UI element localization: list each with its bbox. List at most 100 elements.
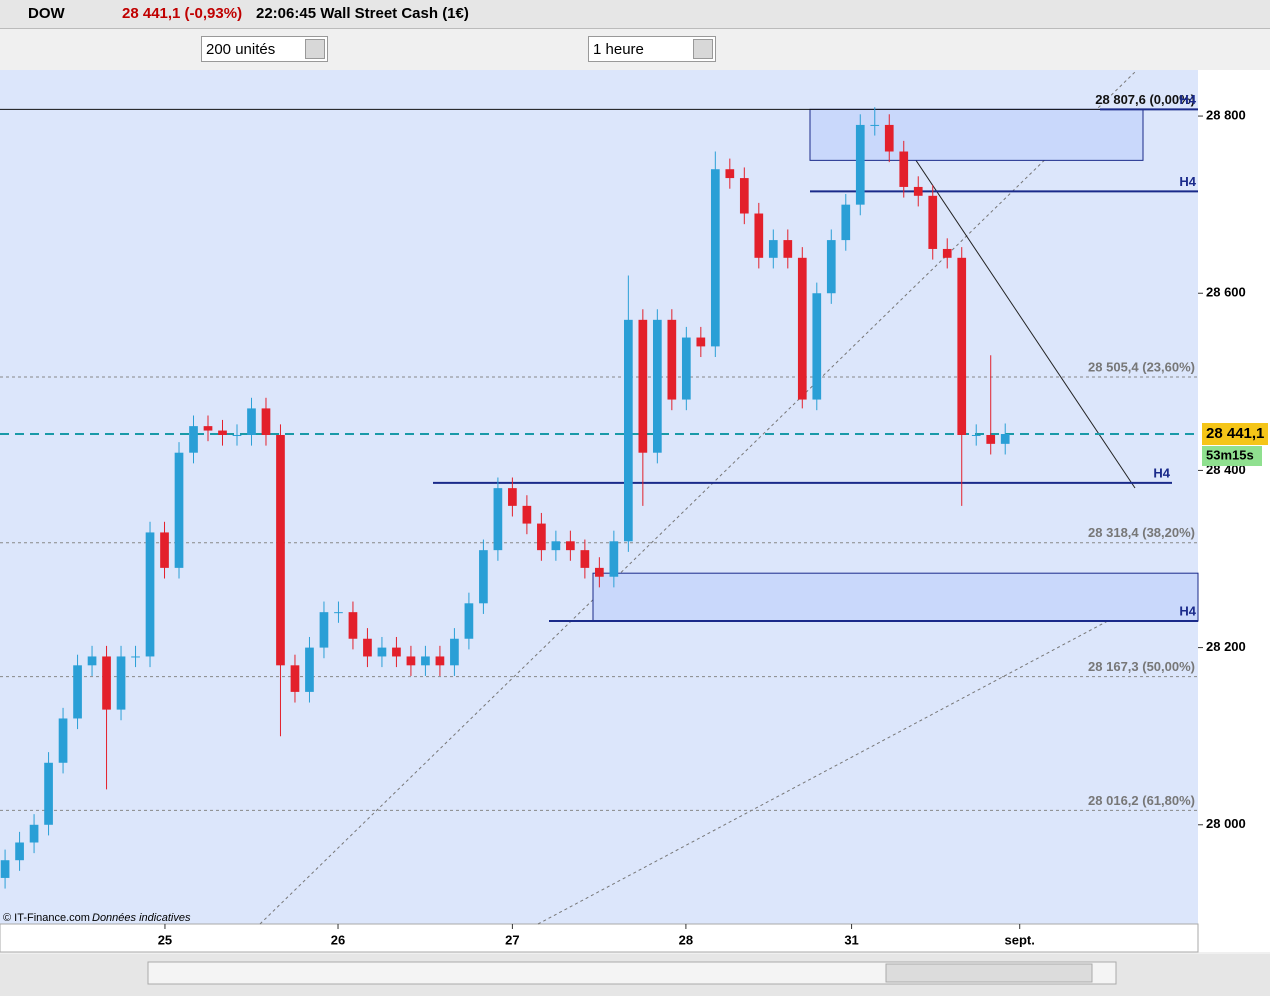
h4-label: H4 <box>1179 174 1196 189</box>
fib-label: 28 505,4 (23,60%) <box>1088 359 1195 374</box>
candle-body <box>942 248 952 258</box>
candle-body <box>160 532 169 568</box>
fib-label: 28 167,3 (50,00%) <box>1088 659 1195 674</box>
candle-body <box>754 213 764 258</box>
candle-body <box>913 186 923 196</box>
candle-body <box>638 319 648 453</box>
candle-body <box>580 550 590 568</box>
candle-body <box>464 603 474 639</box>
quote: 28 441,1 (-0,93%) <box>122 5 243 22</box>
candle-body <box>652 319 662 453</box>
fib-label: 28 807,6 (0,00%) <box>1095 92 1195 107</box>
candle-body <box>609 541 619 577</box>
candle-body <box>247 408 256 435</box>
x-tick-label: 27 <box>505 932 519 947</box>
units: 200 unités <box>206 41 276 58</box>
y-axis-bg <box>1198 70 1270 952</box>
zone <box>592 572 1199 622</box>
candle-body <box>174 452 184 568</box>
candle-body <box>392 647 401 657</box>
candle-body <box>971 434 981 436</box>
candle-body <box>710 169 720 347</box>
candle-body <box>783 240 793 258</box>
h4-label: H4 <box>1179 603 1196 618</box>
candle-body <box>681 337 691 400</box>
y-tick-label: 28 200 <box>1206 639 1246 654</box>
countdown-box <box>1202 446 1262 467</box>
candle-body <box>102 656 111 710</box>
candle-body <box>566 541 575 551</box>
x-tick-label: 28 <box>679 932 693 947</box>
candle-body <box>667 319 677 400</box>
candle-body <box>261 408 271 435</box>
candle-body <box>290 665 300 692</box>
candle-body <box>87 656 97 666</box>
candle-body <box>551 541 561 551</box>
candle-body <box>957 257 967 435</box>
candle-body <box>812 293 822 400</box>
candle-body <box>1000 434 1010 444</box>
candle-body <box>189 426 198 453</box>
candle-body <box>855 124 865 205</box>
candle-body <box>334 612 343 614</box>
candle-body <box>479 550 488 604</box>
candle-body <box>44 762 53 825</box>
candle-body <box>768 240 778 258</box>
candle-body <box>493 488 503 551</box>
candle-body <box>841 204 851 241</box>
candle-body <box>508 488 517 506</box>
candle-body <box>696 337 706 347</box>
candle-body <box>348 612 358 639</box>
last-price: 28 441,1 <box>1206 425 1264 442</box>
trend-line <box>888 119 1136 489</box>
candle-body <box>15 842 24 861</box>
candle-body <box>725 169 735 179</box>
plot-bg <box>0 70 1198 924</box>
candle-body <box>73 665 82 719</box>
candle-body <box>522 505 532 524</box>
candle-body <box>377 647 387 657</box>
x-tick-label: 25 <box>158 932 172 947</box>
candle-body <box>116 656 126 710</box>
copyright: © IT-Finance.com <box>3 912 90 924</box>
candle-body <box>884 124 894 152</box>
title-bar: DOW 28 441,1 (-0,93%) 22:06:45 Wall Stre… <box>0 0 1270 29</box>
fib-label: 28 318,4 (38,20%) <box>1088 525 1195 540</box>
y-tick-label: 28 000 <box>1206 816 1246 831</box>
candle-body <box>145 532 155 657</box>
candle-body <box>624 319 633 542</box>
candle-body <box>450 638 459 666</box>
units-select[interactable]: 200 unités <box>201 36 328 62</box>
h4-label: H4 <box>1179 92 1196 107</box>
candle-body <box>319 612 329 648</box>
scroll-thumb[interactable] <box>885 963 1093 983</box>
scrollbar[interactable] <box>147 961 1117 985</box>
candle-body <box>406 656 416 666</box>
candle-body <box>421 656 430 666</box>
candle-body <box>870 124 880 126</box>
candle-body <box>899 151 909 187</box>
candle-body <box>363 638 372 657</box>
candle-body <box>595 567 604 577</box>
candle-body <box>797 257 807 400</box>
note: Données indicatives <box>92 912 191 924</box>
countdown: 53m15s <box>1206 447 1254 462</box>
x-axis-bg <box>0 923 1199 953</box>
last-price-box <box>1202 423 1268 446</box>
candle-body <box>305 647 314 692</box>
x-tick-label: 26 <box>331 932 345 947</box>
candle-body <box>131 656 140 658</box>
y-tick-label: 28 800 <box>1206 108 1246 123</box>
period: 1 heure <box>593 41 644 58</box>
x-tick-label: 31 <box>844 932 858 947</box>
candle-body <box>218 430 227 435</box>
period-select[interactable]: 1 heure <box>588 36 716 62</box>
candle-body <box>928 195 938 249</box>
candle-body <box>0 860 10 878</box>
symbol: DOW <box>28 5 65 22</box>
candle-body <box>826 240 836 294</box>
y-tick-label: 28 600 <box>1206 285 1246 300</box>
h4-label: H4 <box>1153 465 1170 480</box>
candle-body <box>203 426 213 431</box>
